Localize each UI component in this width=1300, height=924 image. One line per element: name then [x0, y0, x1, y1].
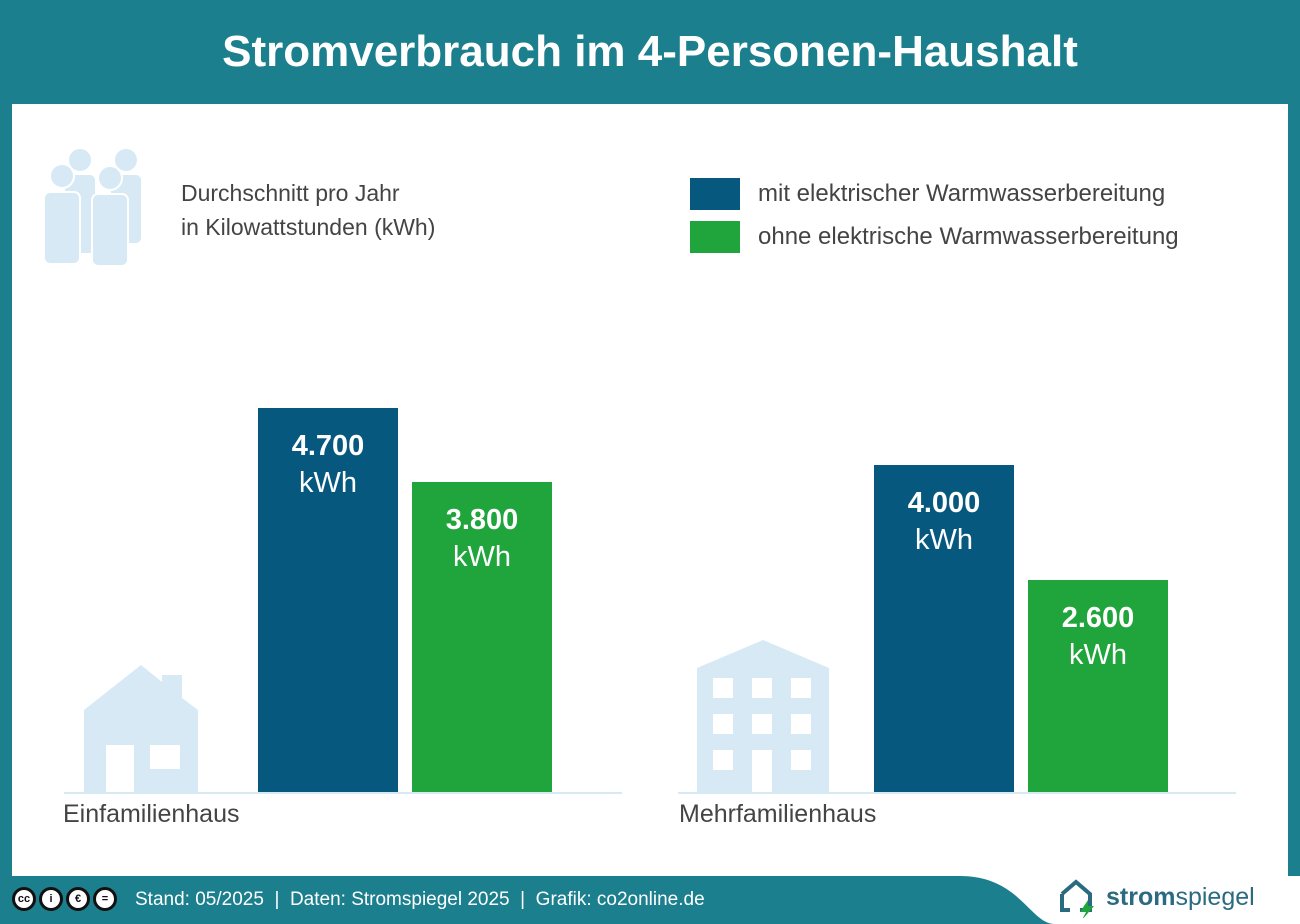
- logo-text-rest: spiegel: [1175, 882, 1255, 911]
- nc-icon: €: [66, 887, 90, 911]
- people-icon: [43, 147, 143, 266]
- bar-unit-label: kWh: [1069, 638, 1127, 671]
- logo-text-bold: strom: [1106, 882, 1176, 911]
- bar-ohne-0: 3.800 kWh: [412, 481, 552, 792]
- baseline-einfamilienhaus: [64, 792, 622, 794]
- bar-value-label: 4.700: [291, 430, 365, 462]
- nd-icon: =: [93, 887, 117, 911]
- legend-swatch-blue: [690, 178, 740, 210]
- bar-value-label: 3.800: [445, 503, 519, 536]
- house-plug-icon: [1060, 879, 1094, 918]
- bar-value-label: 2.600: [1061, 601, 1135, 634]
- baseline-mehrfamilienhaus: [678, 792, 1236, 794]
- bar-value-label: 4.000: [907, 487, 981, 520]
- bar-unit-label: kWh: [453, 540, 511, 573]
- bar-unit-label: kWh: [299, 467, 357, 499]
- house-icon: [84, 665, 198, 792]
- footer-logo-background: [960, 876, 1300, 924]
- legend-label: ohne elektrische Warmwasserbereitung: [758, 223, 1179, 250]
- legend-label: mit elektrischer Warmwasserbereitung: [758, 180, 1166, 207]
- stromspiegel-logo: stromspiegel: [1058, 876, 1255, 918]
- bar-ohne-1: 2.600 kWh: [1028, 579, 1168, 792]
- legend-item-ohne: ohne elektrische Warmwasserbereitung: [690, 221, 1179, 253]
- bar-mit-1: 4.000 kWh: [874, 465, 1014, 792]
- category-label: Einfamilienhaus: [63, 800, 240, 828]
- legend-swatch-green: [690, 221, 740, 253]
- bar-mit-0: 4.700 kWh: [258, 408, 398, 792]
- apartment-building-icon: [697, 640, 829, 792]
- creative-commons-icons: cc i € =: [12, 887, 117, 911]
- legend-item-mit: mit elektrischer Warmwasserbereitung: [690, 178, 1165, 210]
- category-label: Mehrfamilienhaus: [679, 800, 877, 828]
- subtitle-line2: in Kilowattstunden (kWh): [181, 214, 436, 240]
- cc-icon: cc: [12, 887, 36, 911]
- footer-credits: Stand: 05/2025 | Daten: Stromspiegel 202…: [135, 889, 705, 910]
- chart-title: Stromverbrauch im 4-Personen-Haushalt: [222, 27, 1078, 76]
- bar-unit-label: kWh: [915, 524, 973, 557]
- by-icon: i: [39, 887, 63, 911]
- subtitle-line1: Durchschnitt pro Jahr: [181, 180, 400, 206]
